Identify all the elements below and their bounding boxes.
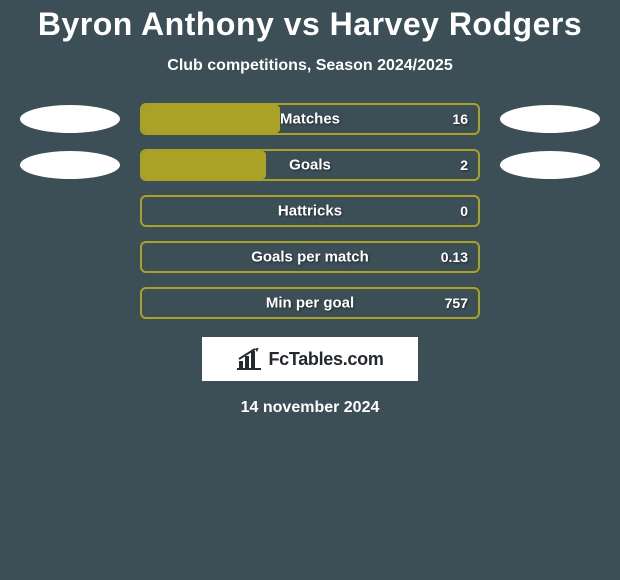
spacer bbox=[500, 289, 600, 317]
subtitle: Club competitions, Season 2024/2025 bbox=[0, 57, 620, 75]
stat-label: Goals bbox=[142, 157, 478, 174]
logo-text: FcTables.com bbox=[268, 349, 383, 370]
player-left-marker bbox=[20, 151, 120, 179]
spacer bbox=[20, 243, 120, 271]
stats-block: Matches16 Goals2 Hattricks0 Goals per match… bbox=[0, 103, 620, 319]
bar-chart-icon bbox=[236, 348, 262, 370]
stat-label: Hattricks bbox=[142, 203, 478, 220]
stat-value-right: 0.13 bbox=[441, 249, 468, 265]
stat-bar: Min per goal757 bbox=[140, 287, 480, 319]
stat-bar: Matches16 bbox=[140, 103, 480, 135]
stat-row: Goals per match0.13 bbox=[0, 241, 620, 273]
stat-value-right: 757 bbox=[445, 295, 468, 311]
stat-label: Goals per match bbox=[142, 249, 478, 266]
player-right-marker bbox=[500, 151, 600, 179]
player-left-marker bbox=[20, 105, 120, 133]
stat-value-right: 16 bbox=[452, 111, 468, 127]
stat-value-right: 0 bbox=[460, 203, 468, 219]
snapshot-date: 14 november 2024 bbox=[0, 399, 620, 417]
stat-label: Min per goal bbox=[142, 295, 478, 312]
stat-row: Matches16 bbox=[0, 103, 620, 135]
stat-row: Hattricks0 bbox=[0, 195, 620, 227]
spacer bbox=[500, 243, 600, 271]
stat-row: Min per goal757 bbox=[0, 287, 620, 319]
stat-bar: Hattricks0 bbox=[140, 195, 480, 227]
spacer bbox=[20, 289, 120, 317]
stat-row: Goals2 bbox=[0, 149, 620, 181]
spacer bbox=[500, 197, 600, 225]
fctables-logo[interactable]: FcTables.com bbox=[202, 337, 418, 381]
stat-value-right: 2 bbox=[460, 157, 468, 173]
stat-label: Matches bbox=[142, 111, 478, 128]
stat-bar: Goals per match0.13 bbox=[140, 241, 480, 273]
player-right-marker bbox=[500, 105, 600, 133]
spacer bbox=[20, 197, 120, 225]
page-title: Byron Anthony vs Harvey Rodgers bbox=[0, 6, 620, 43]
stat-bar: Goals2 bbox=[140, 149, 480, 181]
comparison-widget: Byron Anthony vs Harvey Rodgers Club com… bbox=[0, 0, 620, 417]
